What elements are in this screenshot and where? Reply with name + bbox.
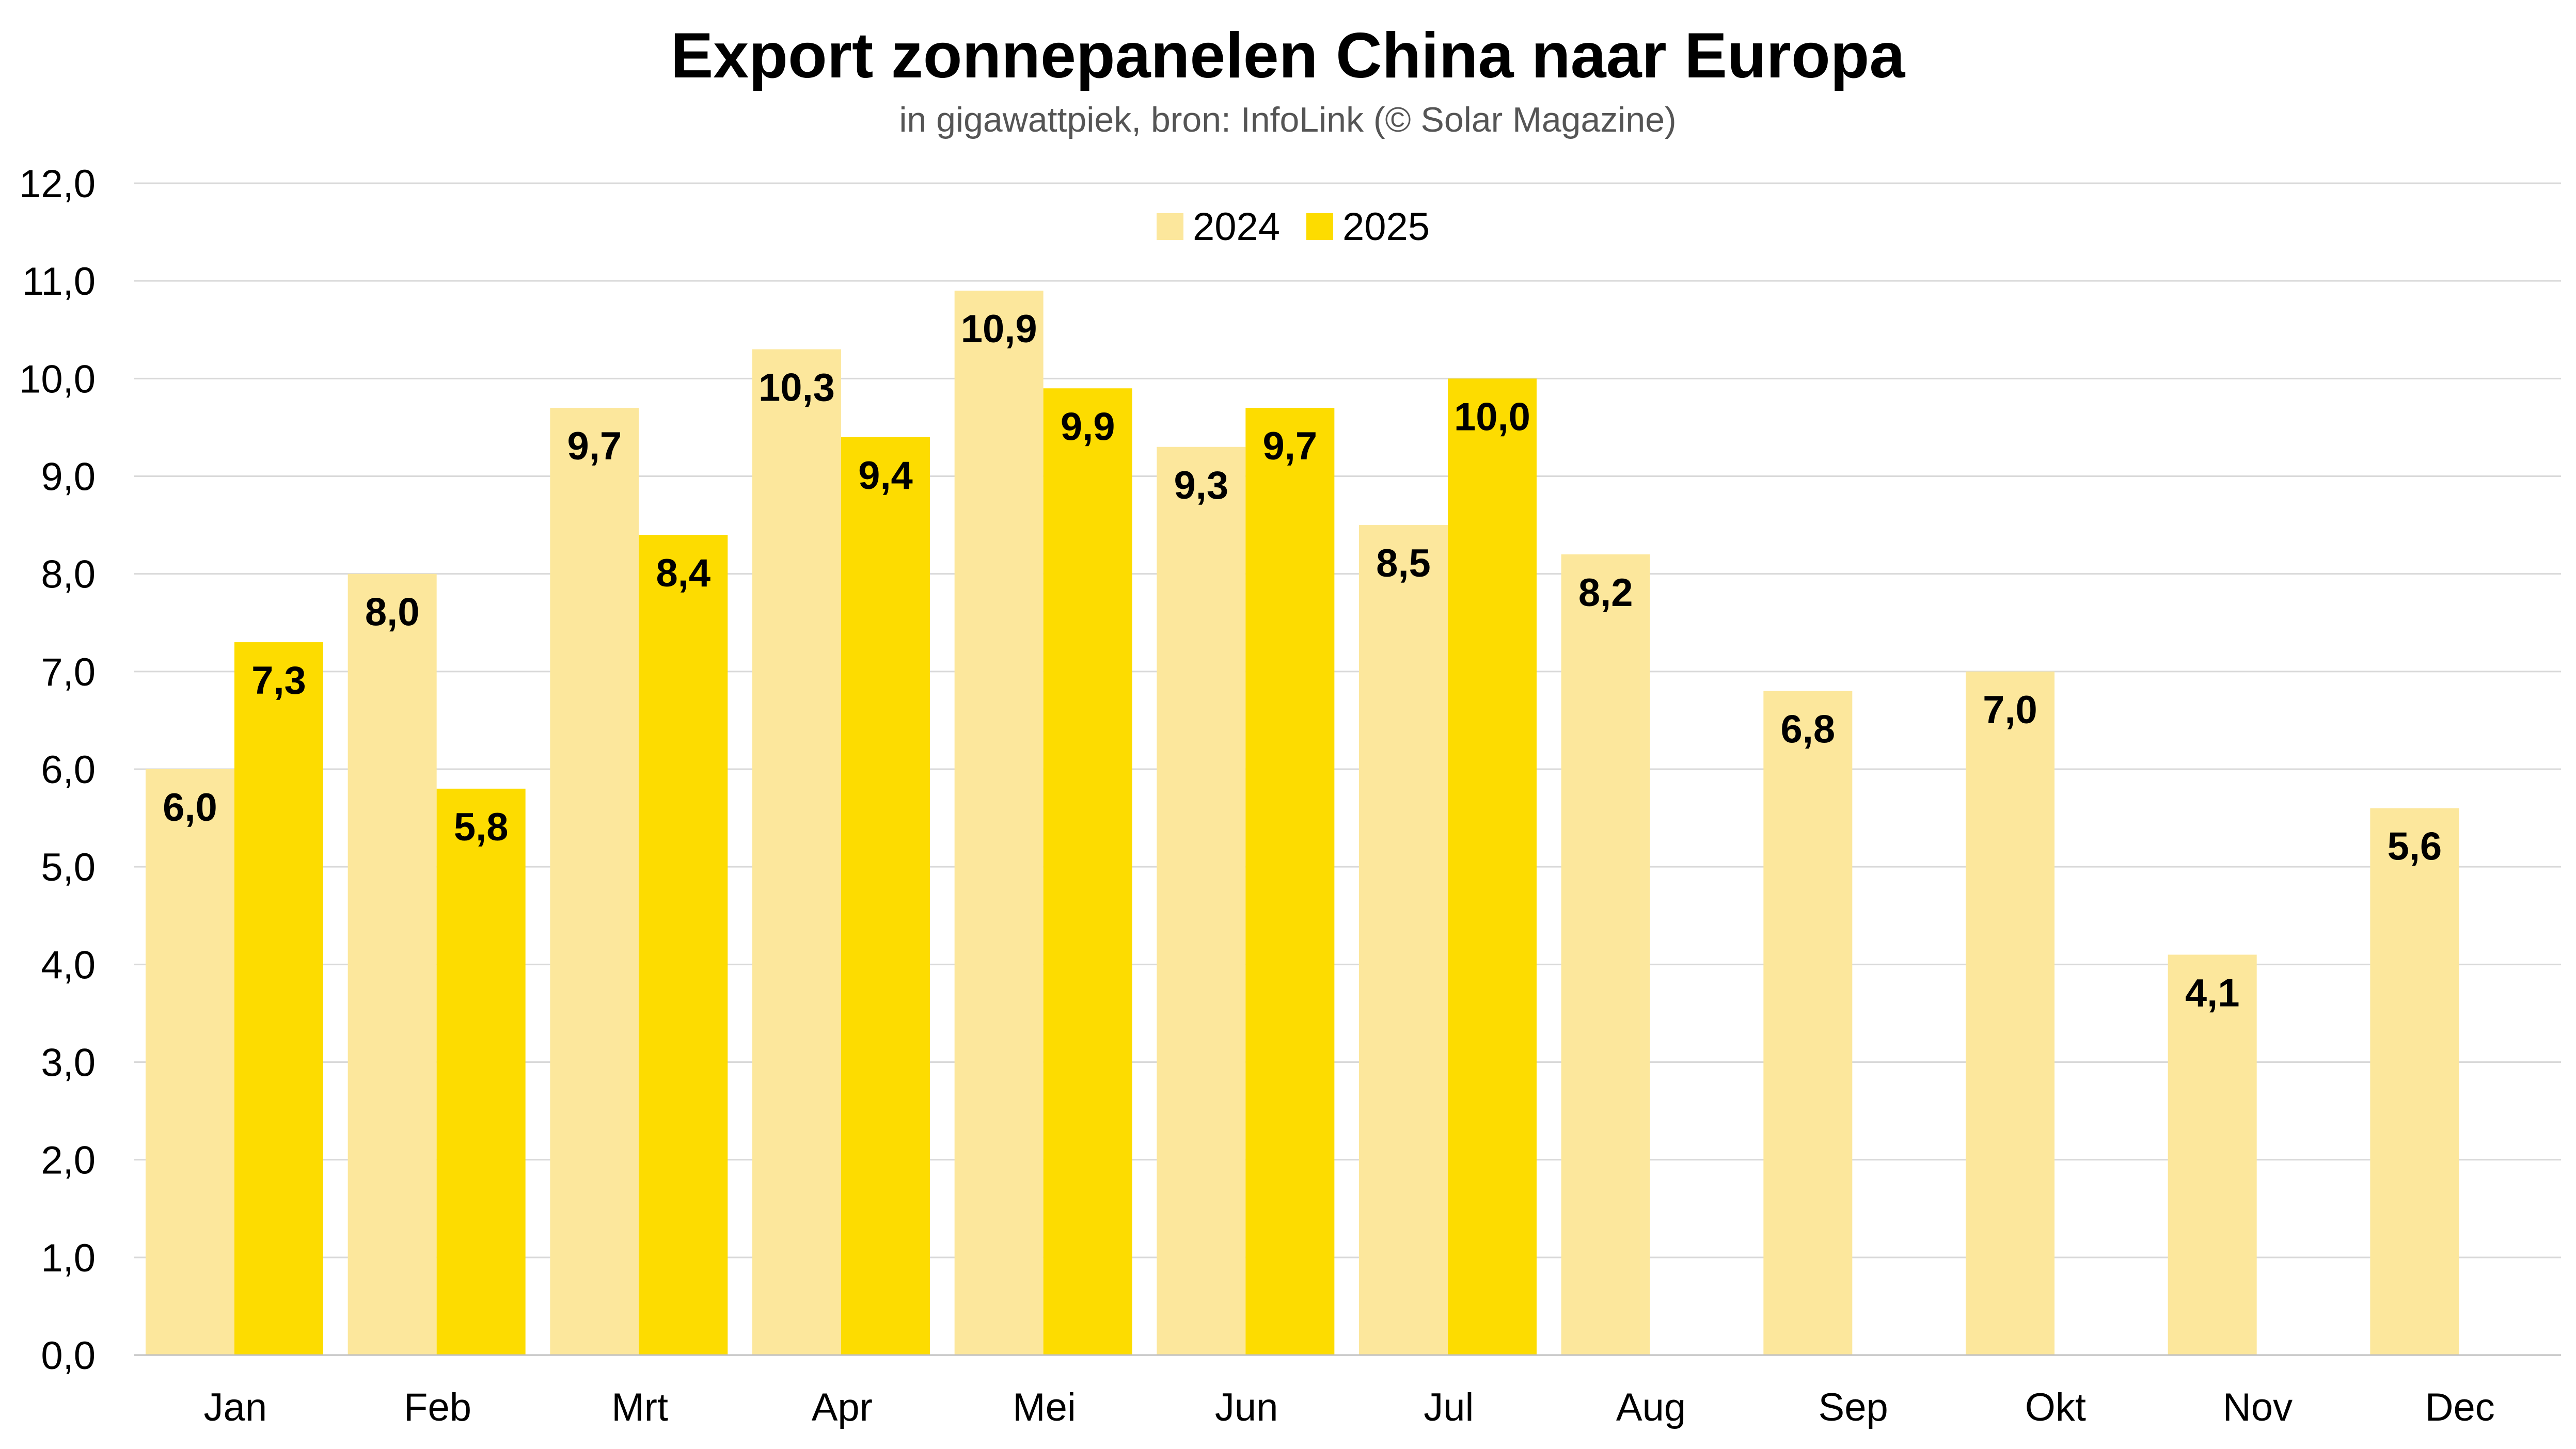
y-tick-label: 12,0 [19, 162, 96, 206]
data-label-2025-feb: 5,8 [454, 805, 509, 849]
bar-2024-jul [1359, 525, 1448, 1356]
x-tick-label: Mei [1013, 1386, 1076, 1429]
x-tick-label: Nov [2223, 1386, 2293, 1429]
y-tick-label: 2,0 [41, 1139, 96, 1183]
chart-subtitle: in gigawattpiek, bron: InfoLink (© Solar… [899, 100, 1676, 139]
gridlines [134, 182, 2561, 1356]
bar-2024-okt [1966, 671, 2055, 1355]
x-tick-label: Okt [2025, 1386, 2086, 1429]
legend-label-2024: 2024 [1193, 205, 1280, 249]
data-label-2024-dec: 5,6 [2388, 825, 2442, 869]
data-label-2024-aug: 8,2 [1578, 571, 1633, 615]
legend-label-2025: 2025 [1342, 205, 1430, 249]
data-label-2024-jul: 8,5 [1376, 542, 1431, 585]
bar-2024-mei [954, 291, 1044, 1356]
data-label-2025-jun: 9,7 [1263, 424, 1318, 468]
x-tick-label: Jul [1424, 1386, 1474, 1429]
x-tick-label: Jan [204, 1386, 267, 1429]
x-tick-label: Apr [812, 1386, 873, 1429]
bar-2025-mrt [639, 535, 728, 1355]
bar-2024-mrt [550, 408, 639, 1356]
x-tick-label: Dec [2425, 1386, 2495, 1429]
data-labels: 6,0 7,3 8,0 5,8 9,7 8,4 10,3 9,4 10,9 9,9 9,3 9,7 8,… [163, 307, 2442, 1015]
bar-2024-apr [752, 349, 841, 1356]
y-tick-label: 8,0 [41, 553, 96, 597]
legend-swatch-2024 [1157, 213, 1183, 240]
bars [146, 291, 2459, 1356]
bar-2024-feb [347, 574, 437, 1355]
bar-2024-aug [1561, 554, 1650, 1355]
y-tick-label: 5,0 [41, 846, 96, 889]
data-label-2024-apr: 10,3 [758, 366, 835, 410]
data-label-2025-apr: 9,4 [858, 454, 913, 498]
chart-title: Export zonnepanelen China naar Europa [671, 20, 1906, 91]
bar-2024-sep [1763, 691, 1853, 1355]
data-label-2024-sep: 6,8 [1781, 708, 1836, 752]
bar-2025-feb [436, 788, 526, 1355]
x-tick-label: Aug [1616, 1386, 1686, 1429]
legend: 2024 2025 [1157, 205, 1430, 249]
chart-header: Export zonnepanelen China naar Europa in… [671, 20, 1906, 139]
y-tick-label: 9,0 [41, 455, 96, 499]
x-tick-label: Sep [1819, 1386, 1888, 1429]
y-tick-label: 3,0 [41, 1041, 96, 1085]
data-label-2025-jan: 7,3 [251, 659, 306, 703]
data-label-2024-mei: 10,9 [961, 307, 1037, 351]
y-tick-label: 1,0 [41, 1236, 96, 1280]
x-tick-label: Feb [404, 1386, 471, 1429]
y-tick-label: 10,0 [19, 357, 96, 401]
bar-2024-jan [146, 769, 234, 1355]
bar-2024-dec [2370, 808, 2459, 1355]
bar-2024-nov [2168, 954, 2257, 1355]
data-label-2025-jul: 10,0 [1454, 395, 1530, 439]
data-label-2024-mrt: 9,7 [567, 424, 622, 468]
data-label-2024-feb: 8,0 [365, 591, 420, 634]
bar-2025-jul [1448, 378, 1537, 1356]
bar-2025-mei [1043, 388, 1132, 1355]
y-tick-label: 6,0 [41, 748, 96, 792]
axes: 0,0 1,0 2,0 3,0 4,0 5,0 6,0 7,0 8,0 9,0 10,0 11,0 12… [19, 162, 2561, 1429]
bar-2024-jun [1157, 447, 1246, 1355]
data-label-2025-mrt: 8,4 [656, 551, 711, 595]
legend-swatch-2025 [1306, 213, 1333, 240]
bar-2025-apr [841, 437, 930, 1356]
y-tick-label: 4,0 [41, 943, 96, 987]
bar-2025-jun [1245, 408, 1335, 1356]
x-tick-label: Jun [1215, 1386, 1278, 1429]
x-tick-label: Mrt [611, 1386, 668, 1429]
data-label-2024-okt: 7,0 [1983, 688, 2037, 732]
y-tick-label: 11,0 [22, 260, 96, 304]
y-tick-label: 7,0 [41, 650, 96, 694]
data-label-2024-jun: 9,3 [1174, 464, 1229, 507]
data-label-2024-nov: 4,1 [2185, 971, 2240, 1015]
data-label-2024-jan: 6,0 [163, 786, 217, 830]
bar-2025-jan [234, 642, 323, 1355]
y-tick-label: 0,0 [41, 1334, 96, 1378]
data-label-2025-mei: 9,9 [1061, 405, 1115, 449]
